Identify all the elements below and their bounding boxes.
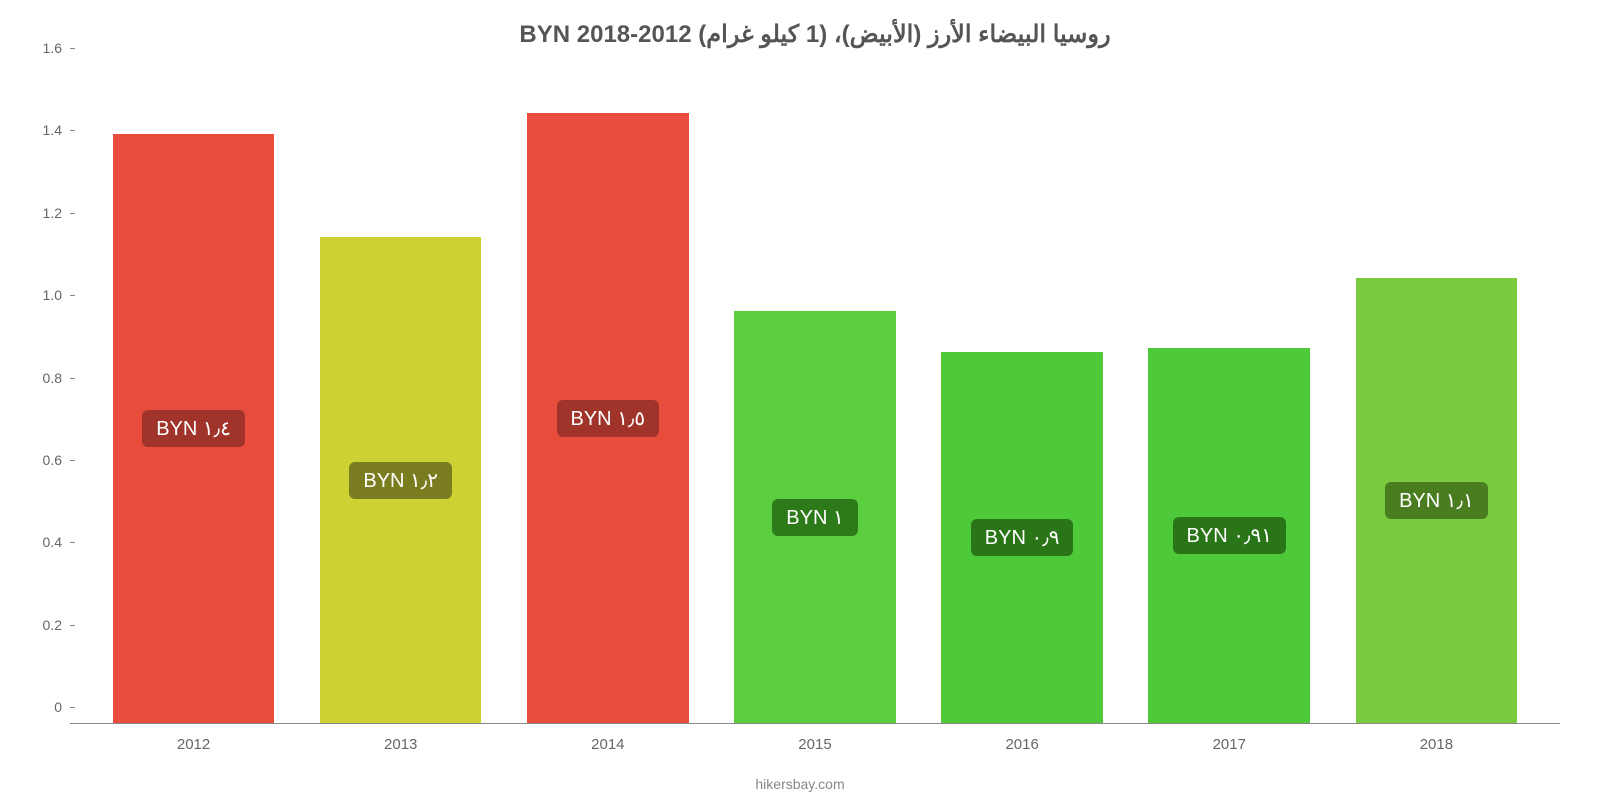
y-tick: 0.6 bbox=[20, 452, 70, 468]
bar-group: ١ BYN bbox=[711, 64, 918, 723]
x-tick: 2018 bbox=[1333, 736, 1540, 753]
attribution: hikersbay.com bbox=[755, 776, 844, 792]
bar: ١ BYN bbox=[734, 311, 896, 723]
bar-group: ١٫١ BYN bbox=[1333, 64, 1540, 723]
x-tick: 2017 bbox=[1126, 736, 1333, 753]
bars-container: ١٫٤ BYN ١٫٢ BYN ١٫٥ BYN ١ BYN ٠٫٩ BYN ٠٫٩١ BY… bbox=[70, 64, 1560, 723]
bar-group: ١٫٢ BYN bbox=[297, 64, 504, 723]
bar-value-label: ١٫١ BYN bbox=[1385, 482, 1488, 519]
y-tick: 0.8 bbox=[20, 370, 70, 386]
y-tick: 1.2 bbox=[20, 205, 70, 221]
bar-value-label: ٠٫٩١ BYN bbox=[1173, 517, 1286, 554]
plot-area: 00.20.40.60.81.01.21.41.6 ١٫٤ BYN١٫٢ BYN… bbox=[70, 64, 1560, 724]
bar: ١٫٤ BYN bbox=[113, 134, 275, 723]
bar-group: ١٫٥ BYN bbox=[504, 64, 711, 723]
y-tick: 1.6 bbox=[20, 40, 70, 56]
bar: ٠٫٩١ BYN bbox=[1148, 348, 1310, 723]
x-tick: 2015 bbox=[711, 736, 918, 753]
x-tick: 2016 bbox=[919, 736, 1126, 753]
y-tick: 0 bbox=[20, 699, 70, 715]
x-tick: 2014 bbox=[504, 736, 711, 753]
bar: ٠٫٩ BYN bbox=[941, 352, 1103, 723]
bar-value-label: ٠٫٩ BYN bbox=[971, 519, 1074, 556]
y-tick: 1.4 bbox=[20, 122, 70, 138]
bar: ١٫٢ BYN bbox=[320, 237, 482, 723]
y-tick: 0.4 bbox=[20, 534, 70, 550]
y-tick: 1.0 bbox=[20, 287, 70, 303]
y-axis: 00.20.40.60.81.01.21.41.6 bbox=[20, 64, 70, 723]
bar-group: ٠٫٩ BYN bbox=[919, 64, 1126, 723]
bar-value-label: ١٫٢ BYN bbox=[349, 462, 452, 499]
chart-container: روسيا البيضاء الأرز (الأبيض)، (1 كيلو غر… bbox=[0, 0, 1600, 800]
y-tick: 0.2 bbox=[20, 617, 70, 633]
x-tick: 2013 bbox=[297, 736, 504, 753]
bar-group: ١٫٤ BYN bbox=[90, 64, 297, 723]
chart-title: روسيا البيضاء الأرز (الأبيض)، (1 كيلو غر… bbox=[70, 20, 1560, 49]
bar-group: ٠٫٩١ BYN bbox=[1126, 64, 1333, 723]
bar-value-label: ١٫٥ BYN bbox=[557, 400, 660, 437]
bar: ١٫٥ BYN bbox=[527, 113, 689, 723]
bar-value-label: ١٫٤ BYN bbox=[142, 410, 245, 447]
bar: ١٫١ BYN bbox=[1356, 278, 1518, 723]
bar-value-label: ١ BYN bbox=[772, 499, 857, 536]
x-axis: 2012201320142015201620172018 bbox=[70, 736, 1560, 753]
x-tick: 2012 bbox=[90, 736, 297, 753]
